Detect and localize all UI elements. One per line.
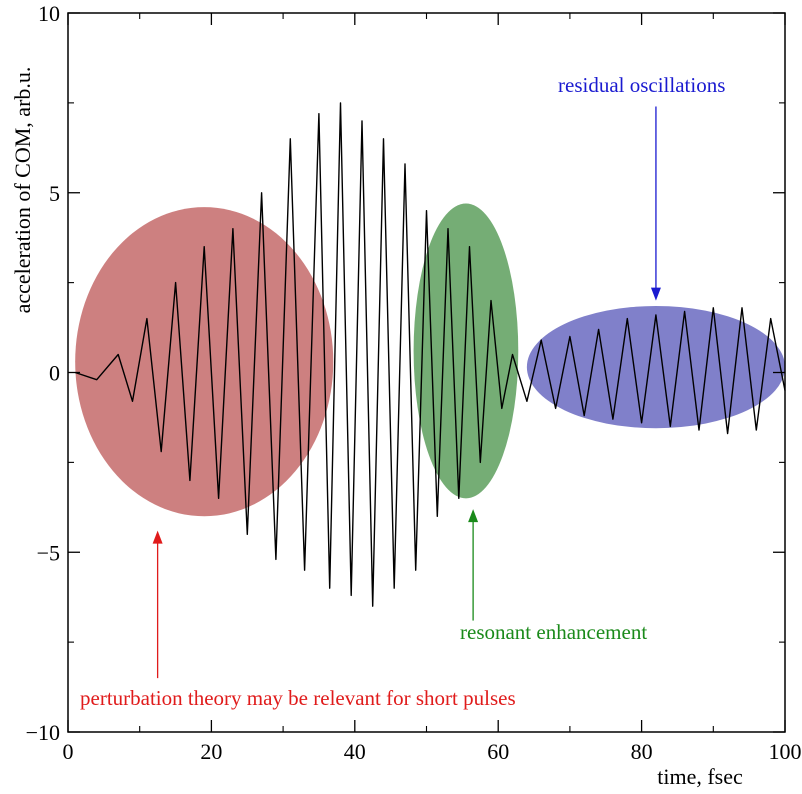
data-point (669, 426, 671, 428)
series-line (74, 102, 786, 607)
data-point (713, 307, 715, 309)
data-point (727, 433, 729, 435)
data-point (246, 533, 248, 535)
data-point (175, 282, 177, 284)
data-point (275, 559, 277, 561)
data-point (512, 354, 514, 356)
annotation-label-3: residual oscillations (558, 73, 725, 97)
data-point (555, 408, 557, 410)
data-point (540, 339, 542, 341)
data-point (469, 246, 471, 248)
data-point (569, 336, 571, 338)
x-tick-label: 60 (487, 739, 509, 764)
data-point (361, 120, 363, 122)
data-point (612, 418, 614, 420)
data-point (479, 462, 481, 464)
data-point (784, 390, 786, 392)
data-point (146, 318, 148, 320)
y-tick-label: 0 (49, 361, 60, 386)
data-point (383, 138, 385, 140)
data-point (641, 422, 643, 424)
data-point (741, 307, 743, 309)
highlight-region-1 (75, 207, 334, 517)
data-point (426, 210, 428, 212)
data-point (756, 429, 758, 431)
data-point (501, 408, 503, 410)
data-point (350, 595, 352, 597)
highlight-region-2 (413, 203, 519, 499)
data-point (393, 587, 395, 589)
data-point (218, 498, 220, 500)
annotation-arrowhead-1 (152, 530, 163, 544)
y-axis-label: acceleration of COM, arb.u. (10, 67, 35, 314)
data-point (232, 228, 234, 230)
y-tick-label: −10 (26, 720, 60, 745)
data-point (261, 192, 263, 194)
data-point (203, 246, 205, 248)
data-point (583, 415, 585, 417)
data-point (415, 569, 417, 571)
annotation-arrowhead-2 (468, 509, 479, 523)
data-point (655, 314, 657, 316)
annotation-label-1: perturbation theory may be relevant for … (80, 686, 516, 710)
data-point (404, 163, 406, 165)
data-point (74, 372, 76, 374)
data-point (770, 318, 772, 320)
x-tick-label: 40 (344, 739, 366, 764)
y-tick-label: 10 (38, 1, 60, 26)
data-point (189, 480, 191, 482)
data-point (340, 102, 342, 104)
axes: 0 20 40 60 80 100 −10 −5 0 5 10 (26, 1, 802, 764)
annotation-arrows (152, 106, 661, 679)
y-tick-label: −5 (37, 540, 60, 565)
data-point (160, 451, 162, 453)
data-point (598, 329, 600, 331)
x-axis-label: time, fsec (657, 764, 743, 789)
y-tick-label: 5 (49, 181, 60, 206)
data-point (96, 379, 98, 381)
data-point (447, 228, 449, 230)
x-tick-label: 0 (63, 739, 74, 764)
data-point (626, 318, 628, 320)
data-point (329, 587, 331, 589)
highlight-region-3 (526, 305, 785, 429)
data-point (698, 429, 700, 431)
data-point (132, 400, 134, 402)
data-point (289, 138, 291, 140)
highlight-regions (75, 203, 785, 517)
annotation-arrowhead-3 (650, 287, 661, 301)
data-point (318, 113, 320, 115)
data-point (117, 354, 119, 356)
data-point (490, 300, 492, 302)
data-point (526, 400, 528, 402)
data-point (372, 605, 374, 607)
x-tick-label: 20 (200, 739, 222, 764)
x-tick-label: 80 (631, 739, 653, 764)
data-point (436, 516, 438, 518)
data-point (304, 569, 306, 571)
annotation-labels: perturbation theory may be relevant for … (80, 73, 725, 710)
data-point (684, 311, 686, 313)
data-point (458, 498, 460, 500)
x-tick-label: 100 (769, 739, 802, 764)
annotation-label-2: resonant enhancement (460, 620, 647, 644)
